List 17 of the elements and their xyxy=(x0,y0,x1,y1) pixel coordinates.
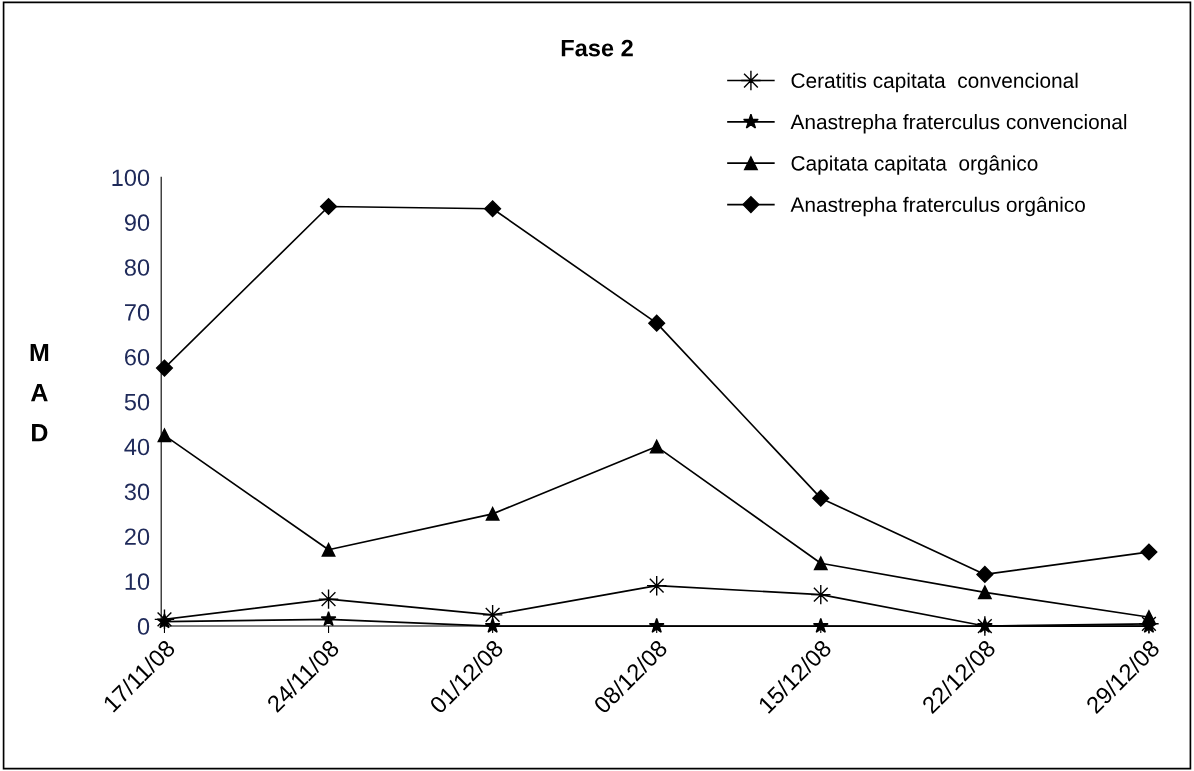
y-axis-title: MAD xyxy=(30,343,49,442)
y-tick-label: 10 xyxy=(125,573,150,590)
y-tick-label: 60 xyxy=(125,348,150,366)
y-tick-label: 40 xyxy=(124,438,150,456)
y-tick-label: 30 xyxy=(124,483,150,501)
y-tick-label: 80 xyxy=(124,259,150,276)
y-tick-label: 20 xyxy=(125,528,150,546)
legend-label: Capitata capitata orgânico xyxy=(791,155,1038,175)
legend-label: Anastrepha fraterculus orgânico xyxy=(790,196,1085,217)
y-tick-label: 90 xyxy=(124,214,150,231)
y-tick-label: 100 xyxy=(112,169,150,187)
y-tick-label: 0 xyxy=(137,618,150,635)
legend-label: Ceratitis capitata convencional xyxy=(791,72,1078,93)
y-tick-label: 70 xyxy=(125,304,150,321)
y-tick-label: 50 xyxy=(124,393,150,411)
legend-label: Anastrepha fraterculus convencional xyxy=(790,114,1127,134)
chart-title: Fase 2 xyxy=(561,39,633,57)
